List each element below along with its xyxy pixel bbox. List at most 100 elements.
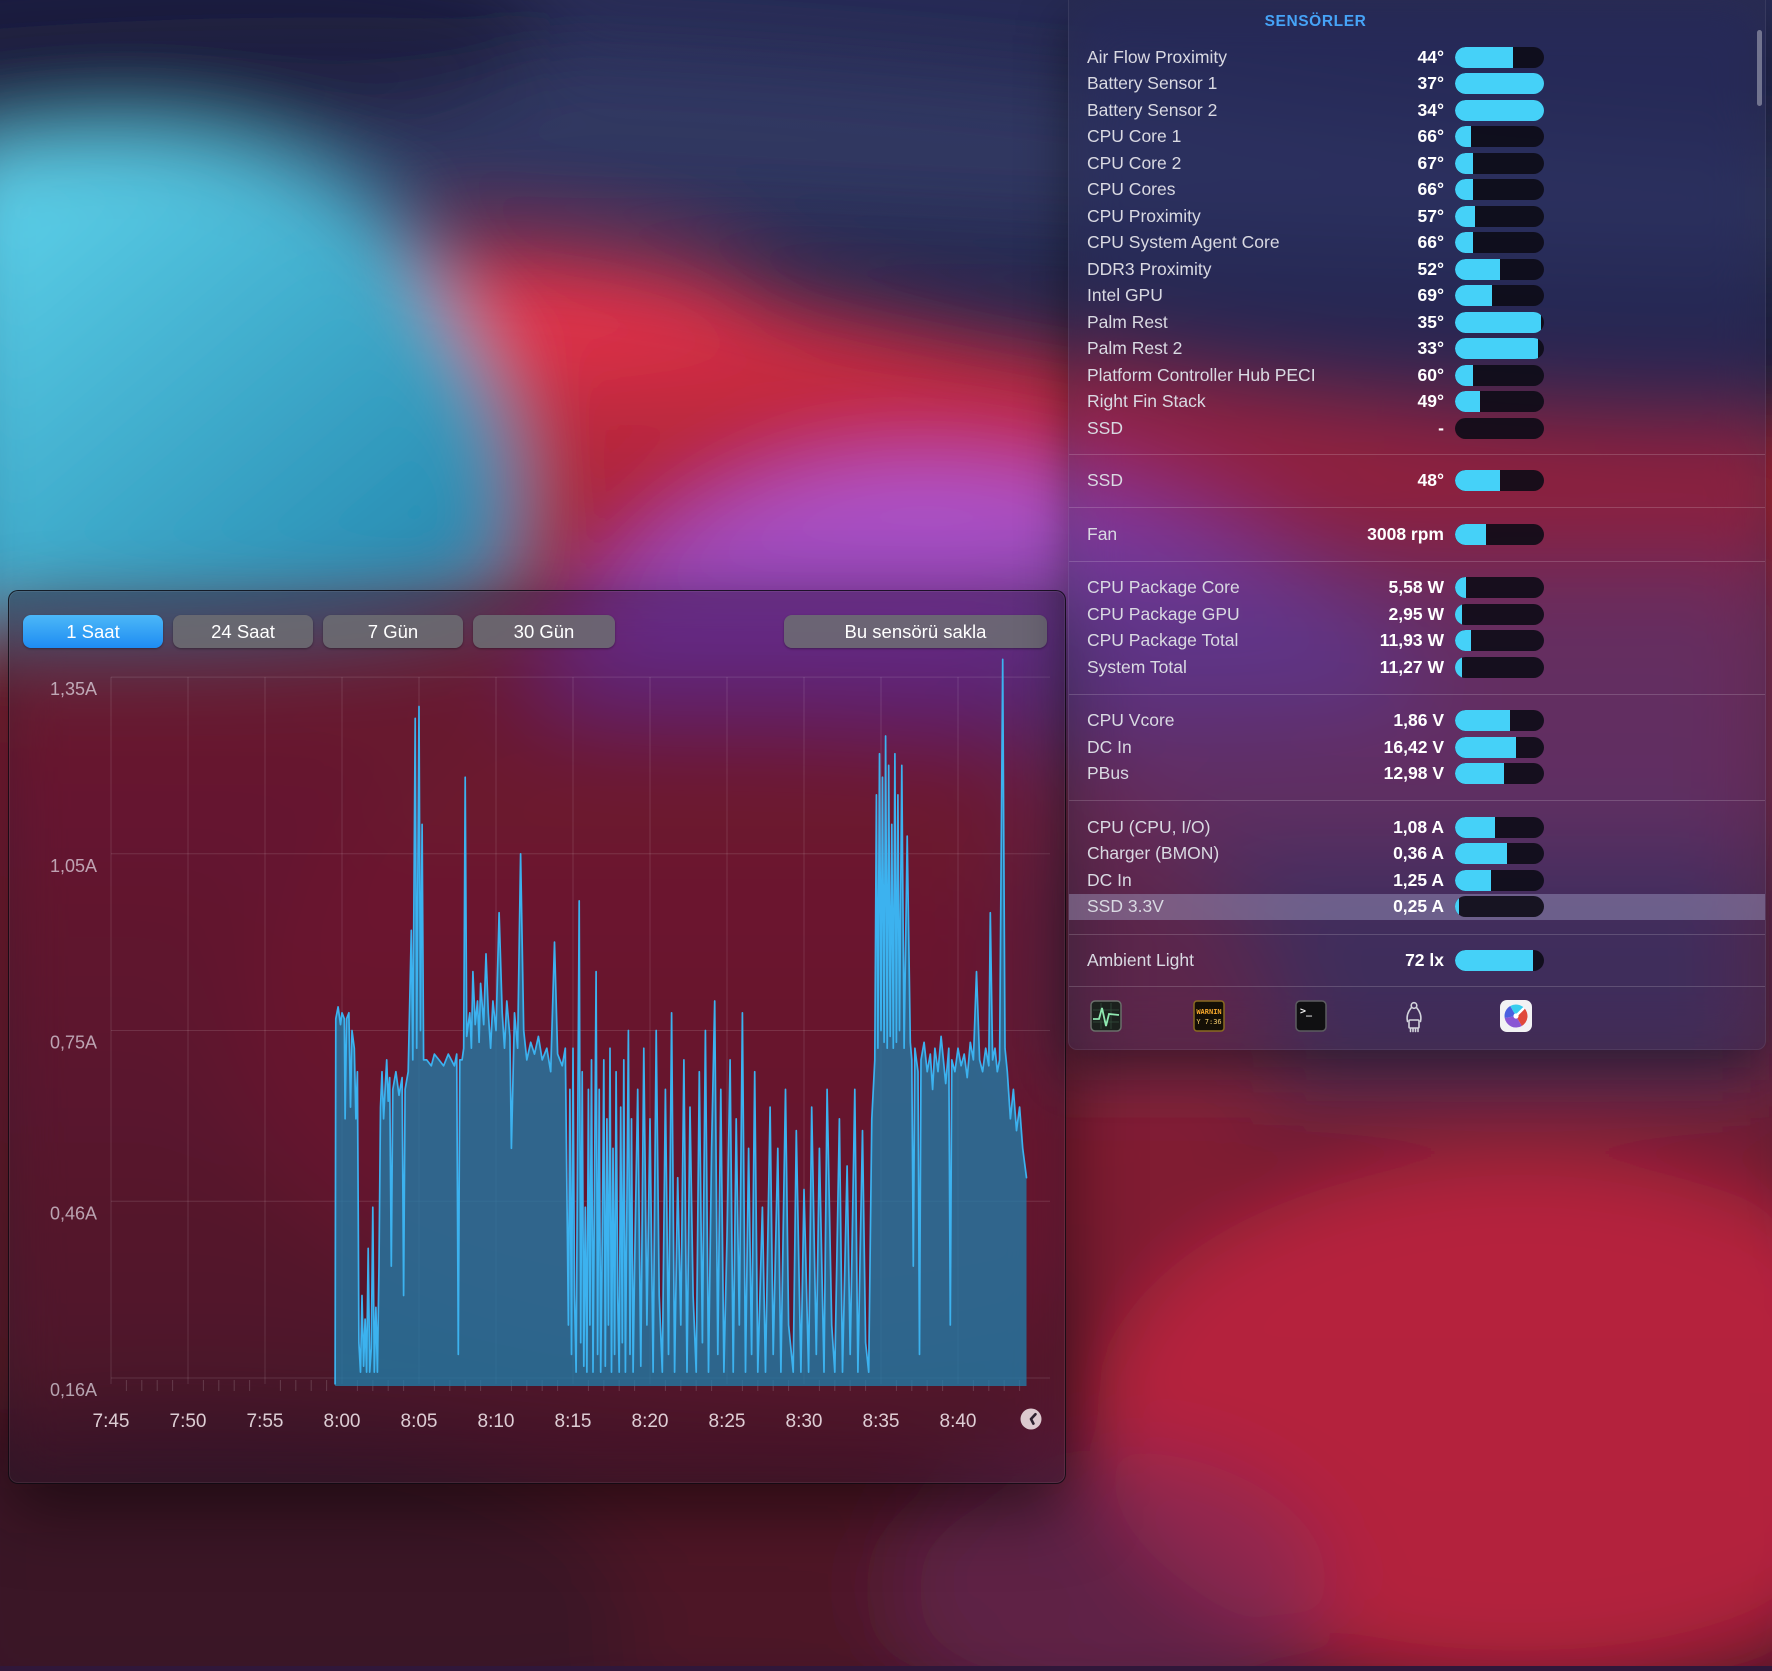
panel-header: SENSÖRLER	[1069, 0, 1765, 36]
svg-text:8:40: 8:40	[940, 1411, 977, 1432]
oscilloscope-icon[interactable]	[1089, 999, 1123, 1033]
sensor-value: 67°	[1417, 152, 1444, 173]
sensor-row[interactable]: Platform Controller Hub PECI 60°	[1069, 362, 1765, 389]
sensor-row[interactable]: CPU (CPU, I/O) 1,08 A	[1069, 814, 1765, 841]
sensor-label: Platform Controller Hub PECI	[1087, 364, 1316, 385]
range-button-24h[interactable]: 24 Saat	[173, 615, 313, 648]
sensor-label: CPU Package GPU	[1087, 603, 1240, 624]
sensor-row[interactable]: Air Flow Proximity 44°	[1069, 44, 1765, 71]
sensor-bar	[1455, 46, 1544, 68]
warning-lcd-icon[interactable]: WARNIN Y 7:36	[1192, 999, 1226, 1033]
sensor-value: 35°	[1417, 311, 1444, 332]
sensor-row[interactable]: CPU Package Core 5,58 W	[1069, 575, 1765, 602]
sensor-value: 44°	[1417, 46, 1444, 67]
sensor-bar	[1455, 285, 1544, 307]
range-button-1h[interactable]: 1 Saat	[23, 615, 163, 648]
sensor-row[interactable]: CPU Package Total 11,93 W	[1069, 628, 1765, 655]
sensor-label: DDR3 Proximity	[1087, 258, 1212, 279]
sensor-row[interactable]: CPU Core 1 66°	[1069, 124, 1765, 151]
sensor-label: CPU Vcore	[1087, 710, 1175, 731]
sensor-row[interactable]: Charger (BMON) 0,36 A	[1069, 841, 1765, 868]
svg-text:0,46A: 0,46A	[50, 1203, 97, 1223]
range-button-30d[interactable]: 30 Gün	[473, 615, 615, 648]
sensor-row[interactable]: CPU System Agent Core 66°	[1069, 230, 1765, 257]
sensor-label: DC In	[1087, 736, 1132, 757]
sensors-panel: SENSÖRLER Air Flow Proximity 44° Battery …	[1068, 0, 1766, 1050]
sensor-value: 3008 rpm	[1367, 523, 1444, 544]
sensor-value: 2,95 W	[1388, 603, 1444, 624]
sensor-bar	[1455, 896, 1544, 918]
sensor-row[interactable]: Right Fin Stack 49°	[1069, 389, 1765, 416]
history-clock-icon[interactable]	[1019, 1407, 1043, 1431]
sensor-value: 11,93 W	[1379, 630, 1444, 651]
sensor-value: 66°	[1417, 179, 1444, 200]
sensor-row[interactable]: Palm Rest 2 33°	[1069, 336, 1765, 363]
sensor-label: Palm Rest 2	[1087, 338, 1183, 359]
sensor-row[interactable]: System Total 11,27 W	[1069, 654, 1765, 681]
sensor-bar	[1455, 311, 1544, 333]
divider	[1069, 453, 1765, 455]
svg-text:Y 7:36: Y 7:36	[1196, 1018, 1221, 1026]
sensor-label: CPU Cores	[1087, 179, 1176, 200]
sensor-bar	[1455, 869, 1544, 891]
sensor-row[interactable]: DDR3 Proximity 52°	[1069, 256, 1765, 283]
sensor-row[interactable]: DC In 1,25 A	[1069, 867, 1765, 894]
group-temperatures: Air Flow Proximity 44° Battery Sensor 1 37…	[1069, 36, 1765, 454]
panel-scrollbar-thumb[interactable]	[1757, 30, 1762, 106]
sensor-bar	[1455, 232, 1544, 254]
sensor-bar	[1455, 630, 1544, 652]
sensor-label: SSD	[1087, 417, 1123, 438]
sensor-value: 57°	[1417, 205, 1444, 226]
sensor-row[interactable]: Fan 3008 rpm	[1069, 521, 1765, 548]
sensor-bar	[1455, 656, 1544, 678]
sensor-row[interactable]: CPU Package GPU 2,95 W	[1069, 601, 1765, 628]
sensor-value: 1,86 V	[1393, 710, 1444, 731]
svg-text:7:45: 7:45	[93, 1411, 130, 1432]
divider	[1069, 985, 1765, 987]
sensor-value: 72 lx	[1405, 949, 1444, 970]
sensor-row[interactable]: Battery Sensor 2 34°	[1069, 97, 1765, 124]
divider	[1069, 693, 1765, 695]
panel-title: SENSÖRLER	[1264, 13, 1367, 30]
sensor-row[interactable]: CPU Cores 66°	[1069, 177, 1765, 204]
sensor-row[interactable]: CPU Core 2 67°	[1069, 150, 1765, 177]
sensor-label: Battery Sensor 2	[1087, 99, 1218, 120]
sensor-value: 0,36 A	[1393, 843, 1444, 864]
sensor-row[interactable]: Battery Sensor 1 37°	[1069, 71, 1765, 98]
svg-text:8:35: 8:35	[863, 1411, 900, 1432]
chart-toolbar: 1 Saat 24 Saat 7 Gün 30 Gün Bu sensörü s…	[23, 615, 1047, 648]
sensor-row[interactable]: PBus 12,98 V	[1069, 761, 1765, 788]
sensor-value: 12,98 V	[1383, 763, 1444, 784]
sensor-row[interactable]: CPU Vcore 1,86 V	[1069, 708, 1765, 735]
hide-sensor-button[interactable]: Bu sensörü sakla	[784, 615, 1047, 648]
svg-text:8:30: 8:30	[786, 1411, 823, 1432]
svg-text:7:50: 7:50	[170, 1411, 207, 1432]
range-button-7d[interactable]: 7 Gün	[323, 615, 463, 648]
sensor-row[interactable]: Intel GPU 69°	[1069, 283, 1765, 310]
sensor-value: 37°	[1417, 73, 1444, 94]
group-power: CPU Package Core 5,58 W CPU Package GPU 2,…	[1069, 562, 1765, 694]
sensor-value: 1,08 A	[1393, 816, 1444, 837]
terminal-icon[interactable]: >_	[1294, 999, 1328, 1033]
sensor-label: Air Flow Proximity	[1087, 46, 1228, 67]
sensor-row[interactable]: SSD -	[1069, 415, 1765, 442]
sensor-row[interactable]: Ambient Light 72 lx	[1069, 947, 1765, 974]
sensor-row[interactable]: CPU Proximity 57°	[1069, 203, 1765, 230]
sensor-bar	[1455, 126, 1544, 148]
gauge-app-icon[interactable]	[1499, 999, 1533, 1033]
chip-caliper-icon[interactable]	[1397, 999, 1431, 1033]
svg-text:8:00: 8:00	[324, 1411, 361, 1432]
sensor-row[interactable]: DC In 16,42 V	[1069, 734, 1765, 761]
sensor-row[interactable]: SSD 48°	[1069, 468, 1765, 495]
sensor-bar	[1455, 179, 1544, 201]
sensor-label: Palm Rest	[1087, 311, 1168, 332]
sensor-bar	[1455, 417, 1544, 439]
sensor-row[interactable]: Palm Rest 35°	[1069, 309, 1765, 336]
sensor-history-chart[interactable]: 7:45 7:50 7:55 8:00 8:05 8:10 8:15 8:20 8:25 8:30…	[9, 591, 1065, 1483]
svg-text:8:25: 8:25	[709, 1411, 746, 1432]
sensor-bar	[1455, 710, 1544, 732]
sensor-value: 52°	[1417, 258, 1444, 279]
sensor-label: Intel GPU	[1087, 285, 1163, 306]
sensor-row-selected[interactable]: SSD 3.3V 0,25 A	[1069, 893, 1765, 920]
svg-text:>_: >_	[1300, 1006, 1313, 1017]
